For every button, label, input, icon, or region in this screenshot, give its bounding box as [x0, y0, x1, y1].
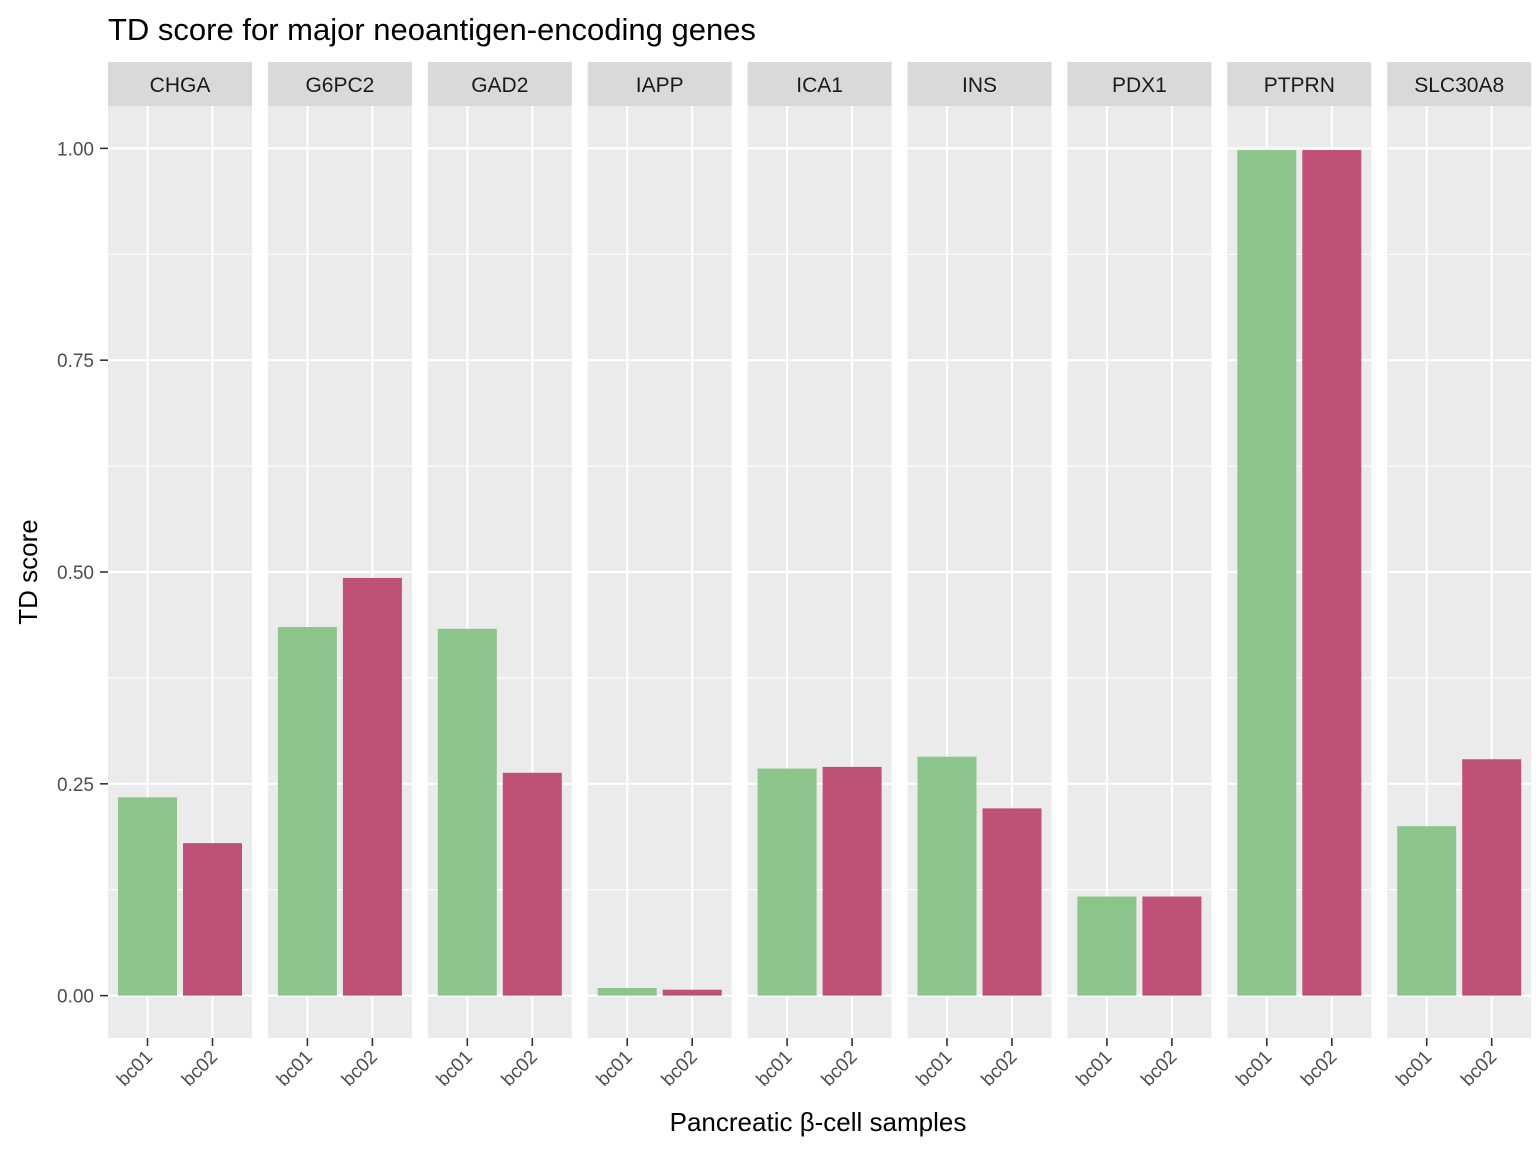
x-tick-label: bc02 — [1137, 1047, 1181, 1091]
facet-strip-label: SLC30A8 — [1414, 74, 1504, 97]
x-tick-label: bc01 — [273, 1047, 317, 1091]
y-tick-label: 0.75 — [57, 351, 94, 372]
facet-panel-slc30a8: SLC30A8 bc01 bc02 — [1387, 62, 1532, 1091]
x-tick-label: bc02 — [1297, 1047, 1341, 1091]
x-tick-label: bc02 — [338, 1047, 382, 1091]
y-axis-title: TD score — [13, 519, 43, 624]
x-axis-title: Pancreatic β-cell samples — [670, 1107, 967, 1137]
bar-chga-bc02 — [183, 843, 242, 996]
bar-ins-bc01 — [917, 756, 977, 996]
bar-ptprn-bc02 — [1302, 150, 1362, 996]
facet-panel-ptprn: PTPRN bc01 bc02 — [1227, 62, 1372, 1091]
facet-strip-label: CHGA — [150, 74, 211, 97]
bar-g6pc2-bc02 — [342, 577, 402, 996]
facet-strip-label: ICA1 — [796, 74, 843, 97]
facet-strip — [1227, 62, 1372, 106]
x-tick-label: bc01 — [1392, 1047, 1436, 1091]
chart-title: TD score for major neoantigen-encoding g… — [108, 12, 756, 47]
facet-panel-chga: CHGA bc01 bc02 — [108, 62, 252, 1091]
bar-gad2-bc02 — [502, 772, 562, 996]
x-tick-label: bc01 — [1072, 1047, 1116, 1091]
facet-strip — [1387, 62, 1532, 106]
facet-panel-g6pc2: G6PC2 bc01 bc02 — [267, 62, 412, 1091]
bar-slc30a8-bc01 — [1397, 826, 1457, 996]
y-tick-label: 0.25 — [57, 775, 94, 796]
facet-panel-ica1: ICA1 bc01 bc02 — [747, 62, 892, 1091]
facet-strip-label: GAD2 — [471, 74, 528, 97]
bar-ptprn-bc01 — [1237, 150, 1297, 996]
x-tick-label: bc01 — [913, 1047, 957, 1091]
facet-strip-label: INS — [962, 74, 997, 97]
facet-strip — [267, 62, 412, 106]
bar-gad2-bc01 — [437, 628, 497, 996]
bar-iapp-bc02 — [662, 989, 722, 996]
facet-strip — [907, 62, 1052, 106]
x-tick-label: bc01 — [753, 1047, 797, 1091]
x-tick-label: bc01 — [593, 1047, 637, 1091]
facet-panel-gad2: GAD2 bc01 bc02 — [427, 62, 572, 1091]
bar-iapp-bc01 — [597, 988, 657, 996]
x-tick-label: bc02 — [978, 1047, 1022, 1091]
y-tick-label: 0.50 — [57, 563, 94, 584]
facet-strip-label: PTPRN — [1264, 74, 1335, 97]
x-tick-label: bc01 — [113, 1047, 157, 1091]
y-tick-label: 1.00 — [57, 139, 94, 160]
y-tick-label: 0.00 — [57, 987, 94, 1008]
facet-strip — [108, 62, 252, 106]
facet-panel-ins: INS bc01 bc02 — [907, 62, 1052, 1091]
x-tick-label: bc02 — [658, 1047, 702, 1091]
facet-strip — [1067, 62, 1212, 106]
bar-slc30a8-bc02 — [1462, 759, 1522, 996]
facet-strip — [427, 62, 572, 106]
x-tick-label: bc01 — [1232, 1047, 1276, 1091]
bar-g6pc2-bc01 — [277, 627, 337, 996]
facet-panel-pdx1: PDX1 bc01 bc02 — [1067, 62, 1212, 1091]
facet-strip-label: IAPP — [636, 74, 684, 97]
y-axis: 0.00 0.25 0.50 0.75 1.00 — [57, 139, 108, 1008]
facet-strip-label: G6PC2 — [305, 74, 374, 97]
x-tick-label: bc01 — [433, 1047, 477, 1091]
bar-pdx1-bc02 — [1142, 896, 1202, 996]
x-tick-label: bc02 — [818, 1047, 862, 1091]
bar-chga-bc01 — [118, 797, 177, 996]
facet-strip-label: PDX1 — [1112, 74, 1167, 97]
facet-strip — [587, 62, 732, 106]
facet-panel-iapp: IAPP bc01 bc02 — [587, 62, 732, 1091]
x-tick-label: bc02 — [178, 1047, 222, 1091]
bar-pdx1-bc01 — [1077, 896, 1137, 996]
x-tick-label: bc02 — [1457, 1047, 1501, 1091]
bar-ins-bc02 — [982, 808, 1042, 996]
x-tick-label: bc02 — [498, 1047, 542, 1091]
bar-ica1-bc01 — [757, 768, 817, 996]
facet-strip — [747, 62, 892, 106]
bar-ica1-bc02 — [822, 766, 882, 996]
